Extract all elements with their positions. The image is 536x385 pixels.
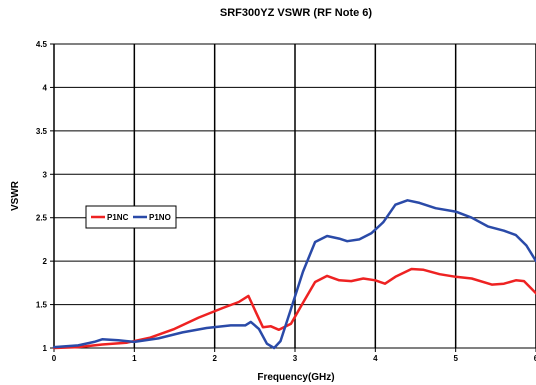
x-tick-label: 2 [212,354,217,363]
y-tick-label: 2.5 [36,214,48,223]
legend-box [85,205,177,229]
legend: P1NC P1NO [85,205,177,229]
grid-lines [53,43,536,349]
y-tick-label: 2 [43,257,48,266]
series-line-p1no [52,199,536,350]
y-tick-label: 3.5 [36,127,48,136]
x-axis-label: Frequency(GHz) [257,372,334,383]
y-tick-label: 1 [43,344,48,353]
series-lines [52,199,536,350]
y-tick-label: 4.5 [36,40,48,49]
x-tick-label: 3 [293,354,298,363]
legend-label-p1no: P1NO [149,213,171,222]
x-tick-label: 1 [132,354,137,363]
y-tick-label: 4 [43,83,48,92]
x-tick-label: 4 [373,354,378,363]
y-tick-label: 3 [43,170,48,179]
axis-ticks: 11.522.533.544.50123456 [36,40,536,363]
series-line-p1nc [52,267,536,350]
y-axis-label: VSWR [10,180,21,211]
x-tick-label: 0 [52,354,57,363]
x-tick-label: 5 [453,354,458,363]
legend-label-p1nc: P1NC [107,213,129,222]
x-tick-label: 6 [534,354,536,363]
chart-title: SRF300YZ VSWR (RF Note 6) [220,7,373,19]
y-tick-label: 1.5 [36,301,48,310]
